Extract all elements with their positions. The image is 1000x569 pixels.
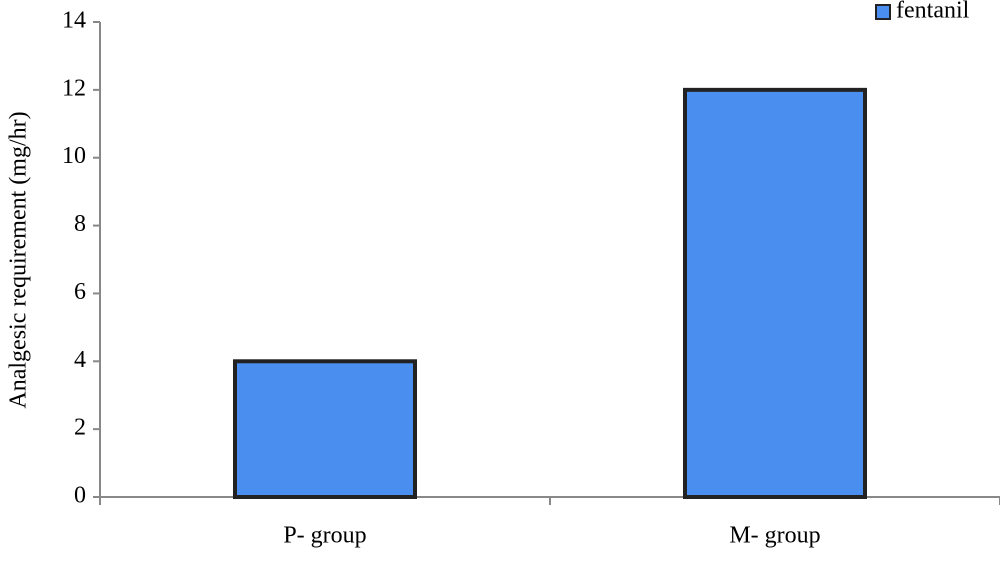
y-tick-label: 12 [62,75,86,101]
bar [683,87,867,499]
x-tick-label: M- group [729,523,820,549]
y-tick-label: 14 [62,8,86,34]
y-tick-label: 2 [74,415,86,441]
legend-swatch [875,4,891,20]
legend-label: fentanil [896,0,970,24]
bar [233,359,417,499]
y-tick-label: 6 [74,279,86,305]
y-axis-label: Analgesic requirement (mg/hr) [6,111,32,408]
y-tick-label: 8 [74,211,86,237]
y-tick-label: 0 [74,483,86,509]
y-tick-label: 4 [74,347,86,373]
y-tick-label: 10 [62,143,86,169]
x-tick-label: P- group [283,523,366,549]
